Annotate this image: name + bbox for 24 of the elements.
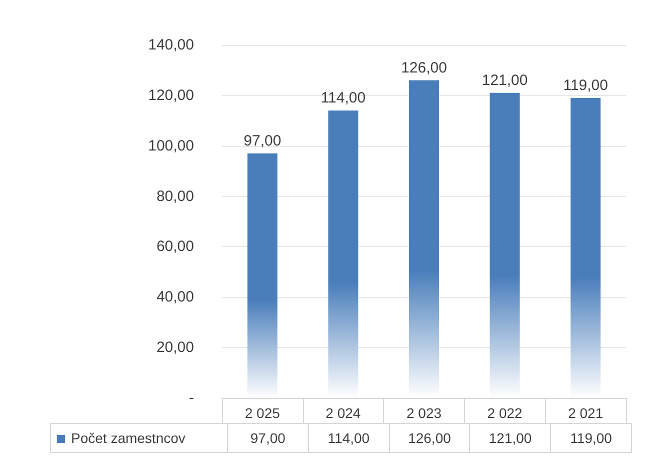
text: 119,00 <box>563 76 608 94</box>
y-tick-label: 100,00 <box>148 137 194 154</box>
x-tick-label: 2 022 <box>487 405 523 421</box>
y-tick-label: 20,00 <box>156 339 194 356</box>
x-tick-label: 2 023 <box>406 405 442 421</box>
y-tick-label: 60,00 <box>156 238 194 256</box>
y-tick-label: 40,00 <box>156 288 194 306</box>
text: 126,00 <box>401 59 447 76</box>
data-label: 119,00 <box>550 424 632 452</box>
data-label: 126,00 <box>389 424 470 452</box>
text: 121,00 <box>482 72 528 89</box>
data-label: 121,00 <box>470 424 551 452</box>
y-tick-label: - <box>189 390 194 406</box>
data-label: 97,00 <box>228 424 308 452</box>
y-tick-label: 140,00 <box>148 36 194 54</box>
x-tick-label: 2 021 <box>568 405 604 421</box>
legend-label: Počet zamestncov <box>50 424 228 452</box>
y-tick-label: 80,00 <box>156 188 194 205</box>
text: 114,00 <box>320 90 366 107</box>
text: 97,00 <box>244 132 282 150</box>
y-tick-label: 120,00 <box>148 86 194 104</box>
x-tick-label: 2 025 <box>244 405 280 421</box>
data-label: 114,00 <box>308 424 390 452</box>
x-tick-label: 2 024 <box>326 405 361 421</box>
